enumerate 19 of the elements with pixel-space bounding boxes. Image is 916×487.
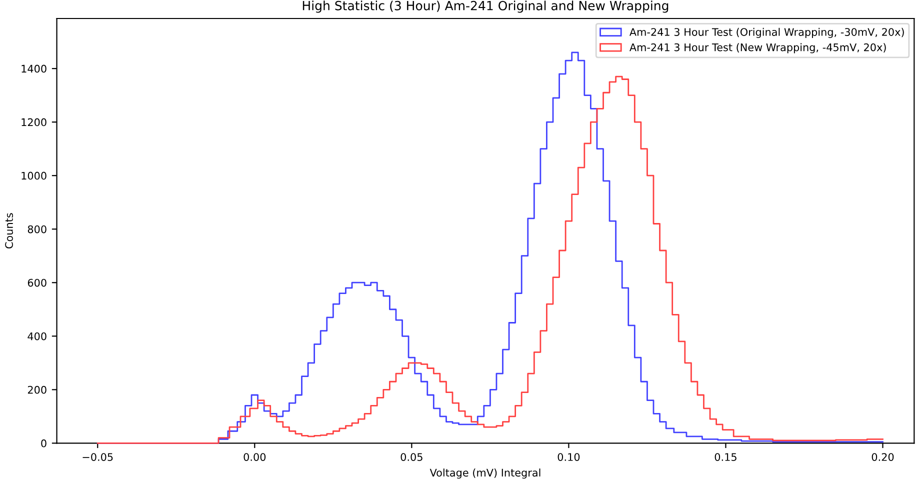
- y-tick-label: 400: [28, 332, 46, 340]
- x-axis-title: Voltage (mV) Integral: [430, 468, 540, 479]
- x-tick-label: 0.20: [872, 453, 894, 461]
- y-axis-title: Counts: [5, 213, 13, 248]
- x-tick-label: −0.05: [82, 453, 113, 461]
- y-tick-label: 1200: [22, 118, 46, 126]
- y-tick-label: 1400: [22, 64, 46, 73]
- chart-title: High Statistic (3 Hour) Am-241 Original and New Wrapping: [302, 0, 668, 13]
- y-tick-label: 600: [28, 278, 46, 287]
- x-tick-label: 0.10: [558, 453, 580, 461]
- legend-label: Am-241 3 Hour Test (New Wrapping, -45mV, 20x): [630, 43, 886, 54]
- y-tick-label: 0: [41, 439, 46, 448]
- y-tick-label: 1000: [22, 172, 46, 180]
- x-tick-label: 0.15: [714, 453, 736, 461]
- x-tick-label: 0.05: [400, 453, 422, 461]
- x-tick-label: 0.00: [244, 453, 266, 461]
- y-tick-label: 800: [28, 225, 46, 234]
- legend-label: Am-241 3 Hour Test (Original Wrapping, -30mV, 20x): [630, 28, 904, 38]
- y-tick-label: 200: [28, 386, 46, 394]
